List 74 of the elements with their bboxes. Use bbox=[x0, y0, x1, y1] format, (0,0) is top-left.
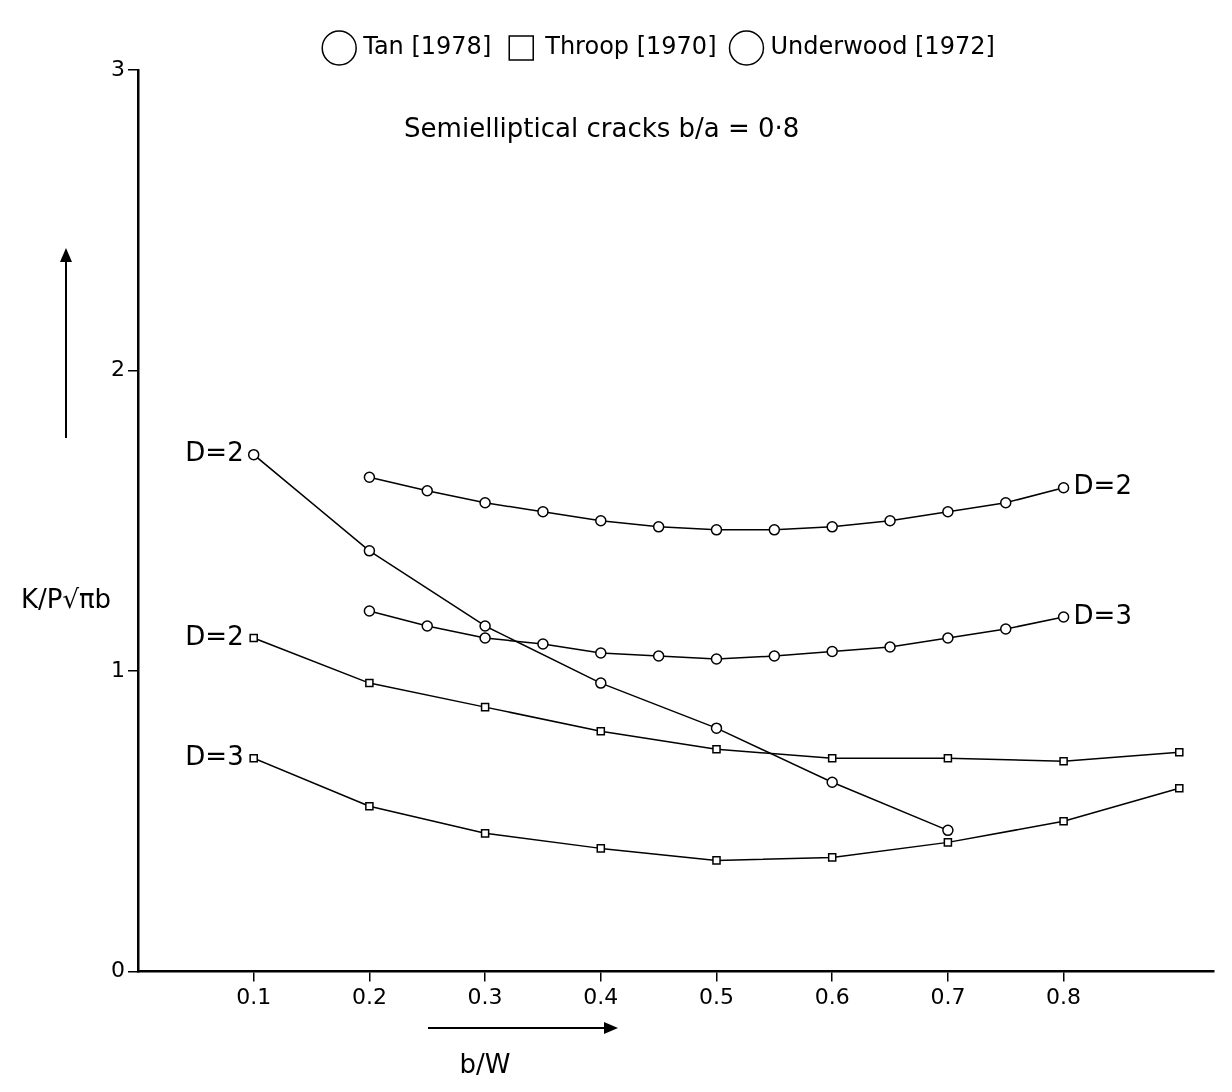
y-tick-label: 1 bbox=[111, 656, 125, 682]
point bbox=[421, 620, 433, 632]
point bbox=[884, 515, 896, 527]
point bbox=[479, 620, 491, 632]
point bbox=[480, 702, 490, 712]
legend-label: Tan [1978] bbox=[362, 32, 492, 61]
point bbox=[479, 497, 491, 509]
legend-label: Throop [1970] bbox=[544, 32, 717, 61]
x-tick-label: 0.2 bbox=[351, 983, 387, 1009]
point bbox=[1057, 481, 1070, 494]
point bbox=[595, 677, 607, 689]
point bbox=[712, 856, 721, 865]
y-tick-label: 2 bbox=[111, 356, 125, 382]
point bbox=[652, 521, 665, 533]
y-axis-title: K/P√πb bbox=[20, 583, 112, 614]
point bbox=[827, 753, 837, 763]
point bbox=[942, 632, 954, 644]
annotation: D=2 bbox=[185, 437, 244, 468]
point bbox=[768, 650, 781, 662]
point bbox=[249, 633, 258, 643]
point bbox=[768, 524, 781, 536]
point bbox=[363, 605, 376, 617]
point bbox=[826, 776, 838, 789]
legend-label: Underwood [1972] bbox=[770, 32, 995, 61]
point bbox=[365, 678, 374, 688]
x-tick-label: 0.6 bbox=[814, 983, 850, 1009]
annotation: Semielliptical cracks b/a = 0·8 bbox=[404, 112, 800, 143]
point bbox=[942, 506, 954, 518]
point bbox=[827, 853, 837, 862]
point bbox=[1175, 747, 1184, 757]
point bbox=[249, 753, 258, 763]
point bbox=[1057, 611, 1070, 623]
point bbox=[999, 623, 1012, 635]
point bbox=[942, 824, 954, 837]
x-tick-label: 0.4 bbox=[583, 983, 619, 1009]
point bbox=[363, 545, 376, 557]
point bbox=[710, 722, 723, 734]
point bbox=[479, 632, 491, 644]
point bbox=[363, 471, 376, 483]
point bbox=[596, 844, 606, 853]
point bbox=[1175, 783, 1184, 793]
point bbox=[826, 521, 838, 533]
annotation: D=3 bbox=[185, 740, 244, 771]
point bbox=[1059, 817, 1068, 826]
point bbox=[537, 506, 549, 518]
x-axis-title: b/W bbox=[459, 1049, 511, 1080]
point bbox=[710, 653, 723, 665]
point bbox=[1059, 756, 1068, 766]
point bbox=[596, 726, 606, 736]
point bbox=[999, 497, 1012, 509]
point bbox=[595, 515, 607, 527]
annotation: D=3 bbox=[1073, 599, 1132, 630]
point bbox=[537, 638, 549, 650]
x-tick-label: 0.7 bbox=[930, 983, 966, 1009]
x-tick-label: 0.3 bbox=[467, 983, 503, 1009]
point bbox=[652, 650, 665, 662]
annotation: D=2 bbox=[1073, 470, 1132, 501]
point bbox=[826, 645, 838, 658]
x-tick-label: 0.1 bbox=[236, 983, 272, 1009]
point bbox=[943, 838, 953, 847]
point bbox=[712, 744, 721, 754]
point bbox=[365, 802, 374, 811]
annotation: D=2 bbox=[185, 620, 244, 651]
point bbox=[595, 647, 607, 659]
point bbox=[421, 485, 433, 497]
point bbox=[884, 641, 896, 653]
point bbox=[480, 829, 490, 838]
point bbox=[247, 448, 260, 461]
x-tick-label: 0.8 bbox=[1046, 983, 1082, 1009]
x-tick-label: 0.5 bbox=[698, 983, 734, 1009]
point bbox=[943, 753, 953, 763]
y-tick-label: 0 bbox=[111, 957, 125, 983]
point bbox=[710, 524, 723, 536]
y-tick-label: 3 bbox=[111, 55, 125, 81]
